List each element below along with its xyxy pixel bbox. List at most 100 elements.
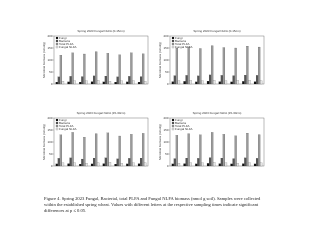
bar	[118, 135, 121, 167]
bar	[253, 163, 257, 167]
bar	[81, 76, 84, 85]
bar	[199, 134, 202, 167]
bar	[106, 53, 110, 85]
bar	[71, 132, 74, 167]
legend-label: Fungal NLFA	[59, 45, 77, 49]
bar	[177, 80, 181, 85]
bar	[234, 135, 237, 167]
bar	[197, 75, 200, 85]
y-tick-label: 0	[167, 82, 169, 86]
y-tick-label: 150	[163, 46, 168, 50]
panel-title: Spring 2023 Fungal NLFA (0-15cm)	[77, 29, 124, 33]
bar	[255, 75, 259, 85]
legend-swatch	[55, 121, 59, 125]
bar	[242, 81, 245, 85]
y-tick-label: 100	[163, 140, 168, 144]
bar	[244, 75, 247, 85]
bar	[258, 46, 261, 85]
bar	[246, 46, 249, 85]
y-tick-label: 200	[47, 34, 52, 38]
y-tick-label: 0	[51, 164, 53, 168]
y-tick-label: 200	[163, 34, 168, 38]
bar	[85, 163, 88, 167]
legend-swatch	[55, 127, 59, 131]
bar	[132, 80, 135, 85]
legend-label: Fungi	[59, 118, 67, 122]
bar	[185, 75, 188, 85]
bar	[130, 134, 133, 167]
bar	[183, 81, 186, 85]
y-tick-label: 100	[163, 58, 168, 62]
bar	[126, 163, 129, 167]
bar	[59, 55, 63, 85]
bar	[139, 158, 143, 167]
bar	[220, 158, 223, 167]
legend-label: Bacteria	[59, 39, 70, 43]
bar	[57, 76, 60, 85]
bar	[79, 164, 82, 167]
legend-label: Bacteria	[59, 121, 70, 125]
bar	[199, 48, 202, 85]
bar	[114, 82, 117, 85]
bar	[255, 158, 259, 167]
bar	[189, 162, 192, 167]
legend-label: Fungi	[59, 36, 67, 40]
legend-label: Fungal NLFA	[175, 127, 193, 131]
bar	[208, 74, 212, 85]
bar	[208, 157, 212, 167]
bar	[69, 76, 72, 85]
bar	[222, 47, 226, 85]
bar	[71, 52, 74, 85]
y-tick-label: 50	[49, 70, 53, 74]
bar	[90, 163, 94, 167]
y-axis-label: Microbial biomass (nmol/g)	[158, 124, 162, 160]
bar	[230, 163, 233, 167]
bar	[73, 80, 76, 85]
bar	[213, 162, 216, 167]
bar	[234, 47, 237, 85]
bar	[57, 158, 60, 167]
bar	[211, 132, 214, 167]
bar	[139, 76, 143, 85]
bar	[97, 80, 100, 85]
y-tick-label: 50	[165, 152, 169, 156]
page: Spring 2023 Fungal NLFA (0-15cm) Microbia…	[42, 29, 265, 213]
legend-swatch	[171, 121, 175, 125]
legend-swatch	[55, 45, 59, 49]
bar	[173, 158, 176, 167]
y-axis-label: Microbial biomass (nmol/g)	[42, 42, 46, 78]
bar	[185, 158, 188, 167]
legend-swatch	[171, 45, 175, 49]
bar	[142, 53, 145, 85]
bar	[248, 80, 251, 85]
bar	[102, 163, 105, 167]
legend-label: Fungal NLFA	[175, 45, 193, 49]
bar	[67, 81, 70, 85]
bar	[236, 80, 239, 85]
figure: Spring 2023 Fungal NLFA (0-15cm) Microbia…	[42, 29, 265, 168]
bar	[236, 163, 239, 167]
bar	[55, 82, 58, 85]
bar	[201, 162, 204, 167]
bar	[224, 80, 228, 85]
bar	[69, 157, 72, 167]
y-tick-label: 50	[49, 152, 53, 156]
bar	[79, 82, 82, 85]
bar	[220, 75, 223, 85]
bar	[206, 163, 210, 167]
bar	[67, 163, 70, 167]
y-tick-label: 0	[167, 164, 169, 168]
bar	[83, 137, 86, 167]
bar	[187, 133, 190, 167]
y-tick-label: 150	[47, 46, 52, 50]
bar	[61, 81, 65, 85]
legend-label: Total PLFA	[175, 124, 190, 128]
bar	[183, 163, 186, 167]
bar	[260, 162, 263, 167]
bar	[104, 157, 107, 167]
bar	[83, 53, 86, 85]
bar	[253, 81, 257, 85]
bar	[108, 81, 112, 85]
bar	[128, 158, 131, 167]
bar	[55, 163, 58, 167]
